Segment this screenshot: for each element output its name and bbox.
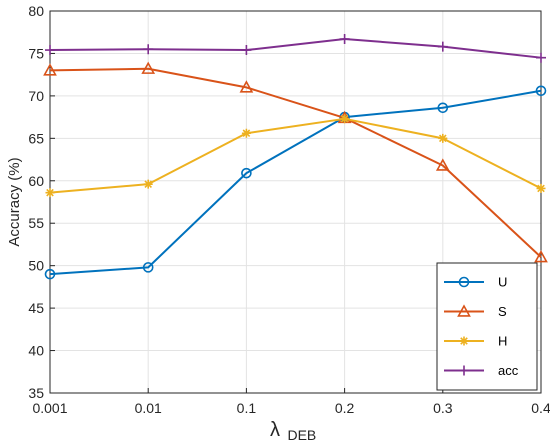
data-point-marker — [143, 179, 153, 189]
x-tick-label: 0.3 — [433, 400, 453, 416]
x-axis-label-symbol: λ — [270, 419, 280, 441]
y-tick-label: 55 — [28, 215, 44, 231]
data-point-marker — [437, 102, 449, 114]
series-s — [43, 61, 548, 263]
series-h — [45, 114, 546, 198]
y-tick-label: 50 — [28, 258, 44, 274]
data-point-marker — [536, 183, 546, 193]
data-point-marker — [142, 262, 154, 273]
series-u — [44, 85, 547, 280]
data-point-marker — [241, 167, 252, 179]
data-point-marker — [241, 45, 252, 56]
data-point-marker — [45, 45, 55, 56]
data-point-marker — [239, 80, 254, 93]
series-line — [49, 67, 542, 258]
data-point-marker — [536, 52, 546, 63]
x-axis-label-subscript: DEB — [287, 427, 316, 443]
y-tick-label: 45 — [28, 300, 44, 316]
data-point-marker — [459, 365, 469, 376]
legend-entry-s: S — [444, 304, 507, 319]
data-point-marker — [44, 268, 56, 280]
y-tick-label: 70 — [28, 88, 44, 104]
legend-label: H — [498, 334, 507, 349]
y-tick-label: 35 — [28, 385, 44, 401]
y-tick-label: 80 — [28, 3, 44, 19]
y-tick-label: 65 — [28, 130, 44, 146]
series-line — [49, 38, 542, 59]
x-tick-label: 0.2 — [335, 400, 355, 416]
data-point-marker — [43, 63, 57, 76]
x-axis-label: λ DEB — [270, 419, 316, 443]
data-point-marker — [141, 61, 156, 74]
legend-entry-acc: acc — [444, 363, 519, 378]
y-tick-label: 75 — [28, 45, 44, 61]
legend-entry-h: H — [444, 334, 507, 349]
series-acc — [45, 34, 546, 63]
data-point-marker — [459, 336, 469, 346]
data-point-marker — [457, 304, 471, 317]
legend-label: S — [498, 304, 507, 319]
data-point-marker — [143, 44, 154, 55]
data-point-marker — [435, 158, 450, 171]
legend-entry-u: U — [444, 275, 507, 290]
x-tick-label: 0.01 — [135, 400, 162, 416]
data-point-marker — [339, 34, 350, 45]
data-point-marker — [437, 41, 448, 52]
data-point-marker — [534, 250, 548, 263]
legend-label: U — [498, 275, 507, 290]
y-tick-label: 60 — [28, 173, 44, 189]
plot-area-frame — [49, 10, 542, 394]
legend-box — [436, 262, 538, 391]
data-point-marker — [241, 128, 251, 138]
axes: 35 40 45 50 55 60 65 70 75 80 0.001 0.01 0.1 0.2 0.3 0.… — [28, 3, 550, 416]
x-tick-label: 0.001 — [32, 400, 67, 416]
y-axis-label: Accuracy (%) — [6, 157, 23, 246]
data-point-marker — [535, 85, 547, 97]
data-point-marker — [458, 276, 470, 288]
data-point-marker — [340, 114, 350, 124]
series-line — [49, 89, 542, 276]
x-tick-label: 0.1 — [237, 400, 257, 416]
y-tick-label: 40 — [28, 343, 44, 359]
data-series — [43, 34, 548, 280]
data-point-marker — [45, 188, 55, 198]
legend-label: acc — [498, 363, 519, 378]
data-point-marker — [438, 133, 448, 143]
x-tick-label: 0.4 — [531, 400, 550, 416]
series-line — [49, 117, 542, 194]
